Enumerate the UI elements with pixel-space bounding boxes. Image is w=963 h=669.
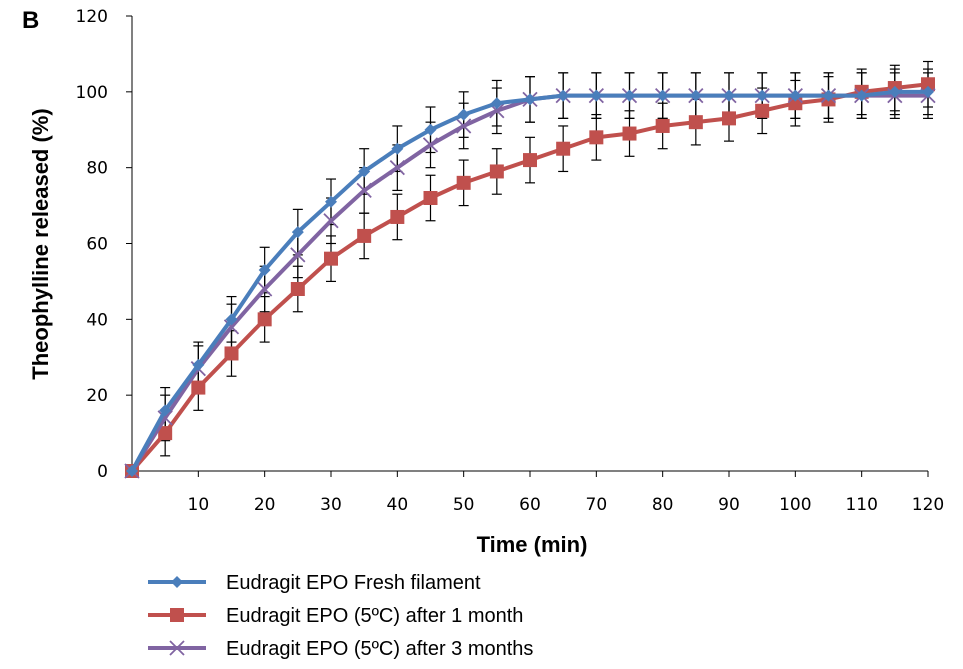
data-point-1 <box>424 123 437 136</box>
data-point-2 <box>688 115 703 130</box>
data-point-3 <box>223 319 240 335</box>
data-point-1 <box>557 89 570 102</box>
legend-marker-2 <box>170 608 184 622</box>
data-point-1 <box>391 142 404 155</box>
data-point-1 <box>126 465 138 477</box>
data-point-1 <box>358 165 371 178</box>
y-tick-label: 120 <box>76 7 108 27</box>
data-point-3 <box>290 247 306 263</box>
data-point-1 <box>756 89 769 102</box>
x-axis-title: Time (min) <box>477 532 588 557</box>
data-point-1 <box>723 89 735 102</box>
legend-label-3: Eudragit EPO (5ºC) after 3 months <box>226 638 533 660</box>
data-point-2 <box>390 209 405 224</box>
x-tick-label: 80 <box>652 495 674 515</box>
data-point-2 <box>622 126 637 141</box>
data-point-3 <box>323 213 339 229</box>
legend-marker-1 <box>171 576 183 588</box>
data-point-2 <box>257 312 272 327</box>
data-point-1 <box>192 358 205 371</box>
data-point-2 <box>423 191 438 205</box>
data-point-2 <box>357 228 372 243</box>
legend-label-1: Eudragit EPO Fresh filament <box>226 572 481 594</box>
data-point-1 <box>159 404 172 417</box>
data-point-2 <box>655 118 670 133</box>
y-axis-title: Theophylline released (%) <box>28 108 53 379</box>
x-tick-label: 120 <box>912 495 944 515</box>
series-group <box>124 77 936 479</box>
x-tick-label: 50 <box>453 495 475 515</box>
x-tick-label: 70 <box>586 495 608 515</box>
data-point-1 <box>225 313 238 326</box>
y-tick-label: 0 <box>97 462 108 482</box>
legend-marker-3 <box>169 640 185 656</box>
x-ticks: 10 20 30 40 50 60 70 80 90 100 110 120 <box>188 471 944 515</box>
data-point-1 <box>789 89 802 102</box>
data-point-1 <box>291 226 304 239</box>
data-point-2 <box>191 380 206 395</box>
x-tick-label: 100 <box>779 495 811 515</box>
y-tick-label: 60 <box>86 235 108 255</box>
x-tick-label: 60 <box>519 495 541 515</box>
data-point-1 <box>524 93 536 106</box>
x-tick-label: 10 <box>188 495 210 515</box>
data-point-1 <box>457 108 470 121</box>
data-point-1 <box>822 89 835 102</box>
data-point-1 <box>656 89 669 102</box>
data-point-3 <box>389 160 405 176</box>
data-point-1 <box>922 85 934 98</box>
y-tick-label: 100 <box>76 83 108 103</box>
data-point-1 <box>590 89 603 102</box>
data-point-3 <box>422 137 439 153</box>
x-tick-label: 20 <box>254 495 276 515</box>
x-tick-label: 90 <box>718 495 740 515</box>
data-point-2 <box>921 77 935 92</box>
data-point-2 <box>556 141 571 156</box>
data-point-2 <box>324 251 338 266</box>
data-point-2 <box>589 130 604 145</box>
data-point-2 <box>224 346 239 361</box>
data-point-1 <box>258 264 271 277</box>
data-point-1 <box>623 89 636 102</box>
data-point-1 <box>855 89 868 102</box>
x-tick-label: 30 <box>320 495 342 515</box>
data-point-3 <box>456 118 472 134</box>
data-point-2 <box>158 426 173 441</box>
data-point-2 <box>290 282 305 296</box>
data-point-3 <box>356 182 372 199</box>
data-point-1 <box>888 85 901 98</box>
x-tick-label: 40 <box>387 495 409 515</box>
data-point-2 <box>755 103 770 118</box>
data-point-2 <box>722 111 736 126</box>
y-tick-label: 80 <box>86 159 108 179</box>
x-tick-label: 110 <box>845 495 877 515</box>
data-point-3 <box>257 281 273 297</box>
data-point-1 <box>689 89 702 102</box>
data-point-1 <box>490 97 503 110</box>
panel-label: B <box>22 7 39 34</box>
y-ticks: 0 20 40 60 80 100 120 <box>76 7 132 482</box>
data-point-2 <box>523 153 537 168</box>
legend-label-2: Eudragit EPO (5ºC) after 1 month <box>226 605 523 627</box>
y-tick-label: 20 <box>86 386 108 406</box>
y-tick-label: 40 <box>86 310 108 330</box>
data-point-1 <box>325 195 337 208</box>
data-point-2 <box>456 175 471 190</box>
data-point-2 <box>489 164 504 179</box>
legend: Eudragit EPO Fresh filament Eudragit EPO … <box>148 572 533 660</box>
